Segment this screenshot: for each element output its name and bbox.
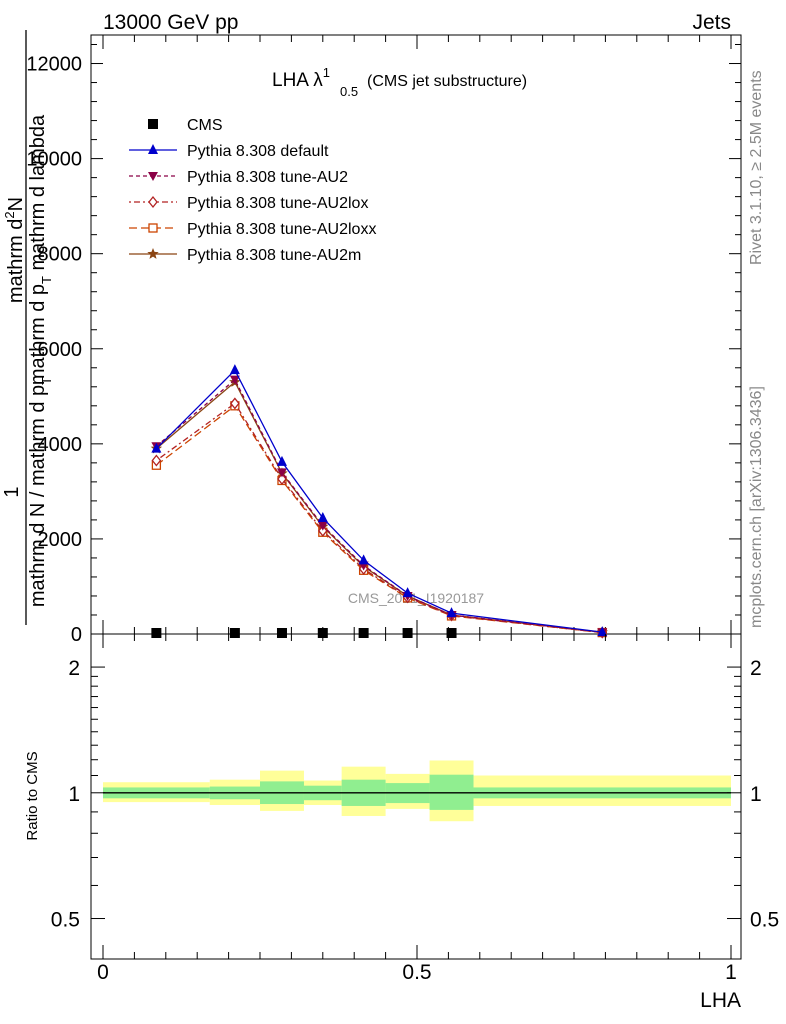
ylabel-numerator-sup: 2 [2,211,17,218]
series-point [402,587,413,598]
ratio-y-tick-label-right: 2 [750,657,762,680]
ylabel-denominator-sub: T [39,276,54,284]
legend-cms-label: CMS [187,117,223,134]
cms-data-point [446,628,457,638]
series-point [276,468,287,478]
legend-label: Pythia 8.308 tune-AU2 [187,169,348,186]
y-tick-label: 2000 [38,529,83,551]
cms-data-point [229,628,240,638]
series-line [155,378,603,633]
legend-label: Pythia 8.308 tune-AU2lox [187,195,368,212]
cms-data-point [317,628,328,638]
ylabel-denominator: mathrm d p [27,284,49,385]
ratio-y-tick-label: 2 [68,657,80,680]
series-point [229,364,240,375]
title-superscript: 1 [323,65,330,80]
cms-data-point [402,628,413,638]
legend-label: Pythia 8.308 tune-AU2loxx [187,221,376,238]
plot-title: LHA λ1 0.5 (CMS jet substructure) [272,65,527,99]
title-subscript: 0.5 [340,84,358,99]
ylabel-denominator-rest: mathrm d lambda [27,114,49,276]
svg-text:LHA λ1: LHA λ1 [272,65,330,91]
series-point [276,455,287,466]
y-tick-label: 12000 [26,54,82,76]
rivet-version-label: Rivet 3.1.10, ≥ 2.5M events [748,70,765,265]
series-point [317,512,328,523]
ylabel-prefix-den-sub: T [39,377,54,385]
x-tick-label: 1 [725,961,737,984]
ratio-y-tick-label: 0.5 [51,909,80,932]
ylabel-prefix-num: 1 [1,486,23,497]
main-series-group [150,364,608,639]
y-tick-label: 10000 [26,149,82,171]
x-tick-label: 0 [97,961,109,984]
cms-data-point [358,628,369,638]
legend-marker [148,144,158,154]
x-axis-label: LHA [700,989,741,1012]
series-point [446,607,457,618]
legend-cms-marker [148,119,158,129]
ylabel-prefix-den: mathrm d N / mathrm d p [27,385,49,607]
ratio-ticks: 0.5 0.5 1 1 2 2 0 0.5 1 [51,634,779,984]
y-axis-label: mathrm d2N mathrm d pT mathrm d lambda 1… [1,30,54,625]
title-main: LHA λ [272,70,323,91]
ratio-plot-frame [90,633,742,960]
cms-data-point [151,628,162,638]
legend-marker [147,248,159,259]
x-tick-label: 0.5 [402,961,431,984]
series-point [317,524,328,537]
y-tick-label: 4000 [38,434,83,456]
svg-text:mathrm d N / mathrm d pT: mathrm d N / mathrm d pT [27,377,54,607]
header-right-label: Jets [692,11,731,34]
ylabel-numerator: mathrm d [5,219,27,303]
svg-text:mathrm d2N: mathrm d2N [2,197,27,303]
header-left-label: 13000 GeV pp [103,11,238,34]
svg-text:mathrm d pT mathrm d lambda: mathrm d pT mathrm d lambda [27,114,54,385]
series-point [151,442,162,453]
legend-marker [148,195,158,209]
ylabel-numerator-rest: N [5,197,27,211]
mcplots-label: mcplots.cern.ch [arXiv:1306.3436] [748,386,765,628]
ratio-y-tick-label-right: 0.5 [750,909,779,932]
y-tick-label: 0 [71,624,82,646]
legend: CMS Pythia 8.308 default Pythia 8.308 tune… [129,117,376,264]
cms-data-point [276,628,287,638]
y-tick-label: 8000 [38,244,83,266]
series-point [317,521,328,531]
series-line [155,369,603,633]
legend-label: Pythia 8.308 default [187,143,329,160]
ratio-y-tick-label: 1 [68,783,80,806]
ratio-bands [103,760,731,822]
series-point [358,554,369,565]
ratio-y-tick-label-right: 1 [750,783,762,806]
y-tick-label: 6000 [38,339,83,361]
legend-marker [148,223,158,233]
title-suffix: (CMS jet substructure) [367,73,527,90]
legend-marker [148,172,158,181]
main-y-ticks: 0 2000 4000 6000 8000 10000 12000 [26,35,741,646]
legend-label: Pythia 8.308 tune-AU2m [187,247,361,264]
ratio-y-axis-label: Ratio to CMS [24,751,41,840]
series-point [151,454,162,467]
series-point [597,626,608,637]
series-line [156,402,603,634]
series-point [229,375,240,385]
series-point [230,397,240,410]
analysis-watermark: CMS_2021_I1920187 [348,590,484,606]
series-point [277,472,287,486]
